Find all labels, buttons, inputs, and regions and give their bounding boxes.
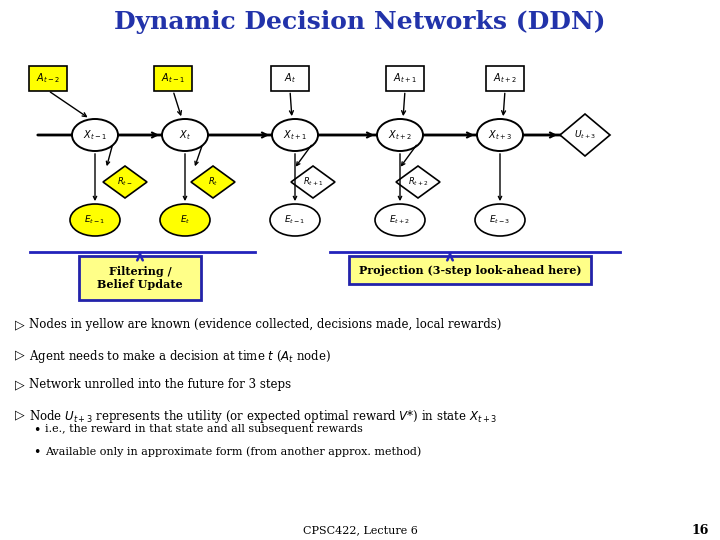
Text: $\it{E}_{t-1}$: $\it{E}_{t-1}$ bbox=[284, 214, 306, 226]
Text: CPSC422, Lecture 6: CPSC422, Lecture 6 bbox=[302, 525, 418, 535]
Polygon shape bbox=[191, 166, 235, 198]
Ellipse shape bbox=[375, 204, 425, 236]
Polygon shape bbox=[396, 166, 440, 198]
FancyBboxPatch shape bbox=[271, 65, 309, 91]
Text: Filtering /
Belief Update: Filtering / Belief Update bbox=[97, 266, 183, 290]
Text: Nodes in yellow are known (evidence collected, decisions made, local rewards): Nodes in yellow are known (evidence coll… bbox=[29, 318, 501, 331]
Text: $\it{R}_{t+1}$: $\it{R}_{t+1}$ bbox=[303, 176, 323, 188]
Text: 16: 16 bbox=[691, 523, 708, 537]
Text: $\it{A}_{t+2}$: $\it{A}_{t+2}$ bbox=[493, 71, 517, 85]
Text: i.e., the reward in that state and all subsequent rewards: i.e., the reward in that state and all s… bbox=[45, 424, 363, 434]
Text: •: • bbox=[33, 424, 40, 437]
Ellipse shape bbox=[70, 204, 120, 236]
Text: ▷: ▷ bbox=[15, 318, 24, 331]
Text: Network unrolled into the future for 3 steps: Network unrolled into the future for 3 s… bbox=[29, 378, 291, 391]
Ellipse shape bbox=[477, 119, 523, 151]
Ellipse shape bbox=[72, 119, 118, 151]
Ellipse shape bbox=[270, 204, 320, 236]
Text: Agent needs to make a decision at time $\it{t}$ ($\it{A_t}$ node): Agent needs to make a decision at time $… bbox=[29, 348, 331, 365]
Text: ▷: ▷ bbox=[15, 408, 24, 421]
Text: $\it{A}_{t-1}$: $\it{A}_{t-1}$ bbox=[161, 71, 185, 85]
Text: •: • bbox=[33, 446, 40, 459]
Text: $\it{A}_{t+1}$: $\it{A}_{t+1}$ bbox=[393, 71, 417, 85]
Text: Node $\it{U}_{t+3}$ represents the utility (or expected optimal reward $\it{V}$*: Node $\it{U}_{t+3}$ represents the utili… bbox=[29, 408, 498, 425]
Text: Projection (3-step look-ahead here): Projection (3-step look-ahead here) bbox=[359, 265, 581, 275]
Ellipse shape bbox=[377, 119, 423, 151]
Text: $\it{E}_{t+2}$: $\it{E}_{t+2}$ bbox=[390, 214, 410, 226]
Text: $\it{A}_t$: $\it{A}_t$ bbox=[284, 71, 296, 85]
Text: $\it{A}_{t-2}$: $\it{A}_{t-2}$ bbox=[36, 71, 60, 85]
Ellipse shape bbox=[475, 204, 525, 236]
Polygon shape bbox=[560, 114, 610, 156]
Text: $\it{R}_{t-}$: $\it{R}_{t-}$ bbox=[117, 176, 132, 188]
FancyBboxPatch shape bbox=[79, 256, 201, 300]
Text: $\it{U}_{t+3}$: $\it{U}_{t+3}$ bbox=[574, 129, 596, 141]
Ellipse shape bbox=[162, 119, 208, 151]
Text: Dynamic Decision Networks (DDN): Dynamic Decision Networks (DDN) bbox=[114, 10, 606, 34]
Ellipse shape bbox=[160, 204, 210, 236]
Ellipse shape bbox=[272, 119, 318, 151]
Text: Available only in approximate form (from another approx. method): Available only in approximate form (from… bbox=[45, 446, 421, 456]
Text: $\it{R}_t$: $\it{R}_t$ bbox=[208, 176, 218, 188]
Text: $\it{R}_{t+2}$: $\it{R}_{t+2}$ bbox=[408, 176, 428, 188]
FancyBboxPatch shape bbox=[486, 65, 524, 91]
Text: ▷: ▷ bbox=[15, 378, 24, 391]
Text: $\it{X}_{t-1}$: $\it{X}_{t-1}$ bbox=[83, 128, 107, 142]
Text: $\it{X}_{t+2}$: $\it{X}_{t+2}$ bbox=[388, 128, 412, 142]
Text: $\it{E}_t$: $\it{E}_t$ bbox=[180, 214, 190, 226]
FancyBboxPatch shape bbox=[154, 65, 192, 91]
Text: $\it{X}_t$: $\it{X}_t$ bbox=[179, 128, 191, 142]
Text: $\it{X}_{t+3}$: $\it{X}_{t+3}$ bbox=[488, 128, 512, 142]
Text: ▷: ▷ bbox=[15, 348, 24, 361]
Text: $\it{E}_{t-3}$: $\it{E}_{t-3}$ bbox=[490, 214, 510, 226]
Text: $\it{E}_{t-1}$: $\it{E}_{t-1}$ bbox=[84, 214, 106, 226]
Text: $\it{X}_{t+1}$: $\it{X}_{t+1}$ bbox=[283, 128, 307, 142]
Polygon shape bbox=[103, 166, 147, 198]
FancyBboxPatch shape bbox=[29, 65, 67, 91]
FancyBboxPatch shape bbox=[349, 256, 591, 284]
Polygon shape bbox=[291, 166, 335, 198]
FancyBboxPatch shape bbox=[386, 65, 424, 91]
